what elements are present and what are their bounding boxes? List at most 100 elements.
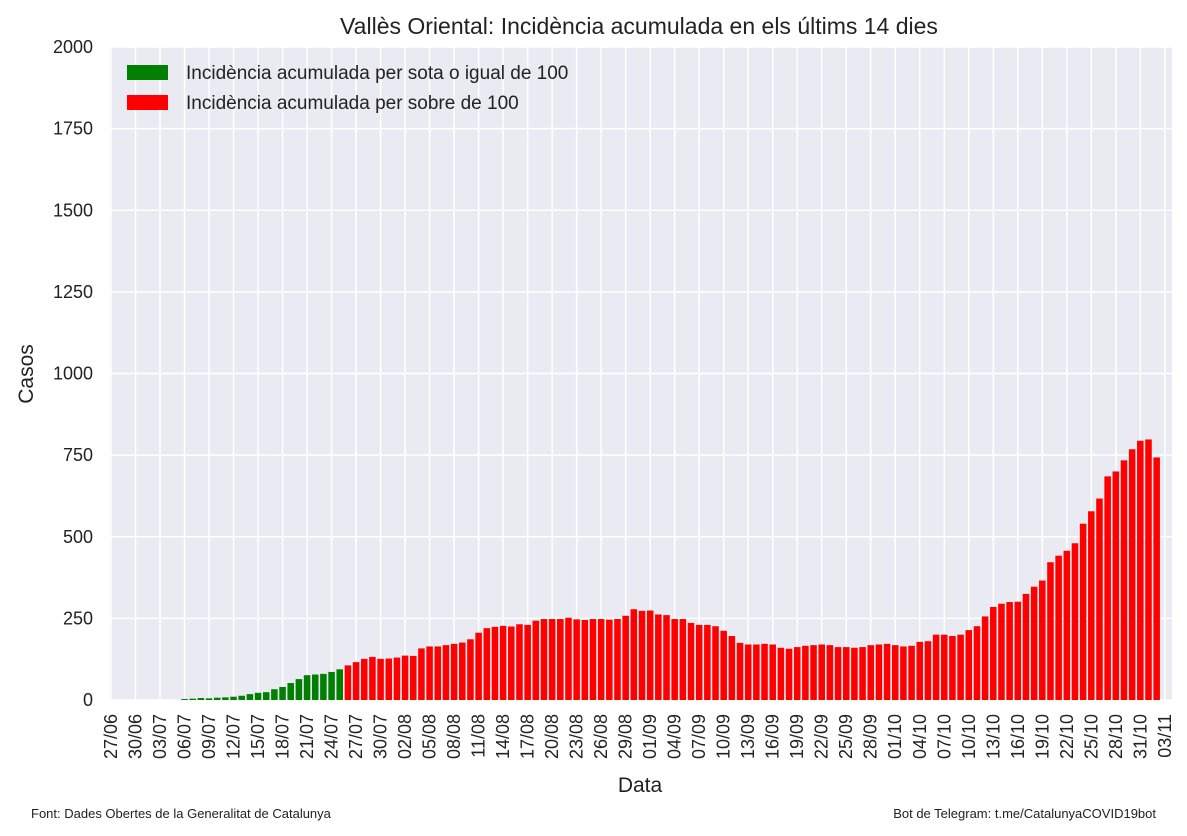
x-axis-label: Data xyxy=(618,774,663,797)
bar xyxy=(932,634,940,700)
bar xyxy=(859,647,866,700)
bar xyxy=(1153,457,1160,700)
x-tick-label: 12/07 xyxy=(224,714,244,759)
x-tick-label: 01/09 xyxy=(640,714,660,759)
x-tick-label: 28/10 xyxy=(1106,714,1126,759)
bar xyxy=(385,658,393,700)
bar xyxy=(1120,460,1128,700)
y-tick-label: 2000 xyxy=(53,37,93,57)
bar xyxy=(303,675,311,700)
bar xyxy=(426,646,433,700)
bar xyxy=(467,639,474,700)
legend-label-below: Incidència acumulada per sota o igual de… xyxy=(186,63,568,84)
bar xyxy=(957,634,964,700)
bar xyxy=(336,669,344,700)
x-tick-label: 03/07 xyxy=(150,714,170,759)
bar xyxy=(573,619,580,700)
bar xyxy=(418,648,425,700)
y-tick-label: 750 xyxy=(63,445,93,465)
bar xyxy=(246,694,254,700)
x-tick-label: 28/09 xyxy=(861,714,881,759)
bar xyxy=(1063,550,1071,700)
x-tick-label: 19/09 xyxy=(787,714,807,759)
bar xyxy=(401,655,409,700)
x-tick-label: 29/08 xyxy=(616,714,636,759)
x-tick-label: 02/08 xyxy=(395,714,415,759)
bar xyxy=(557,619,564,700)
x-tick-label: 13/09 xyxy=(738,714,758,759)
x-tick-label: 18/07 xyxy=(273,714,293,759)
bar xyxy=(581,620,589,700)
bar xyxy=(1079,523,1087,700)
bar xyxy=(548,619,556,700)
bar xyxy=(295,679,303,700)
bar xyxy=(1145,439,1152,700)
bar xyxy=(1030,586,1038,700)
bar xyxy=(434,646,442,700)
bar xyxy=(1096,498,1103,700)
y-tick-label: 1500 xyxy=(53,200,93,220)
bar xyxy=(777,647,785,700)
bars xyxy=(181,439,1160,700)
x-tick-label: 22/09 xyxy=(812,714,832,759)
bar xyxy=(483,628,491,700)
bar xyxy=(181,699,188,700)
x-tick-label: 10/09 xyxy=(714,714,734,759)
x-tick-label: 16/10 xyxy=(1008,714,1028,759)
bar xyxy=(262,692,270,700)
bar xyxy=(589,619,597,700)
bar xyxy=(883,643,891,700)
bar xyxy=(499,625,507,700)
bar xyxy=(679,619,687,700)
y-axis-label: Casos xyxy=(15,344,38,404)
bar xyxy=(638,610,646,700)
y-tick-label: 0 xyxy=(83,690,93,710)
bar xyxy=(1022,593,1030,700)
bar xyxy=(1104,476,1111,700)
x-tick-label: 27/07 xyxy=(346,714,366,759)
x-tick-label: 01/10 xyxy=(885,714,905,759)
source-note: Font: Dades Obertes de la Generalitat de… xyxy=(31,806,331,821)
bar xyxy=(287,683,294,700)
bar xyxy=(998,603,1005,700)
bar xyxy=(663,615,670,700)
bar xyxy=(230,696,237,700)
x-tick-label: 03/11 xyxy=(1155,714,1175,758)
bar xyxy=(614,619,621,700)
x-tick-label: 10/10 xyxy=(959,714,979,759)
bar xyxy=(622,615,629,700)
x-tick-label: 25/10 xyxy=(1081,714,1101,759)
bar xyxy=(377,658,384,700)
bar xyxy=(867,645,875,700)
bar xyxy=(965,630,973,700)
x-tick-label: 25/09 xyxy=(836,714,856,759)
bar xyxy=(222,697,229,700)
bar xyxy=(630,609,638,700)
x-tick-label: 20/08 xyxy=(542,714,562,759)
bar xyxy=(393,657,401,700)
x-tick-label: 30/06 xyxy=(126,714,146,759)
bar xyxy=(442,645,450,700)
bar xyxy=(744,644,752,700)
x-tick-label: 24/07 xyxy=(322,714,342,759)
bar xyxy=(597,619,605,700)
x-tick-label: 09/07 xyxy=(199,714,219,759)
bar xyxy=(1137,440,1144,700)
bar xyxy=(1006,602,1013,700)
x-tick-label: 26/08 xyxy=(591,714,611,759)
bar xyxy=(532,620,540,700)
bar xyxy=(213,697,221,700)
bar xyxy=(516,624,523,700)
y-tick-label: 1250 xyxy=(53,282,93,302)
x-tick-label: 07/09 xyxy=(689,714,709,759)
x-tick-label: 13/10 xyxy=(983,714,1003,759)
bar xyxy=(1014,601,1022,700)
legend: Incidència acumulada per sota o igual de… xyxy=(127,63,568,114)
bar xyxy=(1112,471,1120,700)
bar xyxy=(459,642,466,700)
y-tick-label: 1750 xyxy=(53,119,93,139)
bar xyxy=(450,643,458,700)
bar xyxy=(810,645,817,700)
x-tick-label: 08/08 xyxy=(444,714,464,759)
bar xyxy=(753,644,760,700)
